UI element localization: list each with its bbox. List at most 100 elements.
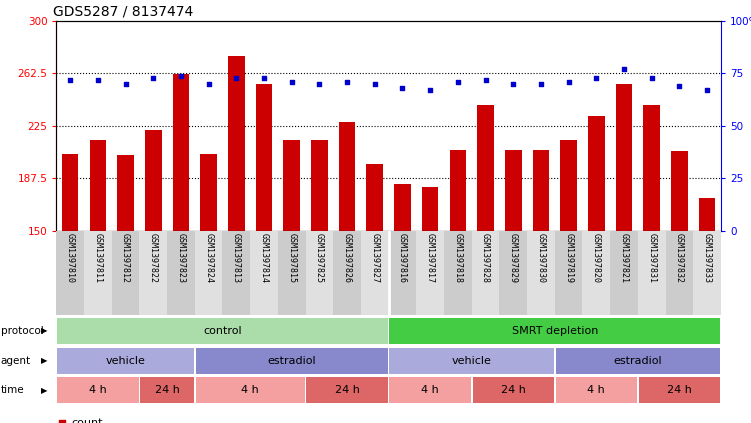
Point bbox=[64, 77, 76, 83]
Text: GSM1397814: GSM1397814 bbox=[260, 233, 269, 283]
Bar bbox=[389, 231, 416, 315]
Point bbox=[285, 79, 297, 85]
Bar bbox=[195, 231, 222, 315]
Bar bbox=[366, 164, 383, 231]
Bar bbox=[583, 231, 610, 315]
Text: ▶: ▶ bbox=[41, 386, 47, 395]
Bar bbox=[444, 231, 472, 315]
Text: GSM1397824: GSM1397824 bbox=[204, 233, 213, 283]
Bar bbox=[145, 130, 161, 231]
Text: time: time bbox=[1, 385, 24, 395]
Text: SMRT depletion: SMRT depletion bbox=[511, 326, 598, 336]
Bar bbox=[560, 140, 577, 231]
Bar bbox=[478, 105, 494, 231]
Bar bbox=[422, 187, 439, 231]
Point bbox=[618, 66, 630, 73]
Point bbox=[258, 74, 270, 81]
Bar bbox=[499, 231, 527, 315]
Bar bbox=[450, 150, 466, 231]
Text: estradiol: estradiol bbox=[267, 356, 316, 365]
Bar bbox=[112, 231, 140, 315]
Bar bbox=[698, 198, 716, 231]
Point bbox=[590, 74, 602, 81]
Bar bbox=[57, 377, 139, 403]
Text: 4 h: 4 h bbox=[587, 385, 605, 395]
Bar bbox=[390, 377, 471, 403]
Text: GSM1397829: GSM1397829 bbox=[508, 233, 517, 283]
Bar bbox=[339, 122, 355, 231]
Point bbox=[341, 79, 353, 85]
Text: GSM1397833: GSM1397833 bbox=[703, 233, 712, 283]
Point bbox=[562, 79, 575, 85]
Text: vehicle: vehicle bbox=[452, 356, 492, 365]
Text: count: count bbox=[71, 418, 102, 423]
Text: GSM1397817: GSM1397817 bbox=[426, 233, 435, 283]
Point bbox=[424, 87, 436, 93]
Bar bbox=[89, 140, 106, 231]
Text: GSM1397832: GSM1397832 bbox=[675, 233, 684, 283]
Text: GSM1397825: GSM1397825 bbox=[315, 233, 324, 283]
Bar bbox=[117, 155, 134, 231]
Point bbox=[452, 79, 464, 85]
Bar bbox=[195, 377, 305, 403]
Text: control: control bbox=[204, 326, 242, 336]
Bar bbox=[390, 318, 720, 344]
Bar bbox=[610, 231, 638, 315]
Bar bbox=[555, 231, 583, 315]
Text: GDS5287 / 8137474: GDS5287 / 8137474 bbox=[53, 5, 193, 19]
Point bbox=[56, 420, 68, 423]
Bar bbox=[665, 231, 693, 315]
Text: vehicle: vehicle bbox=[106, 356, 146, 365]
Text: GSM1397810: GSM1397810 bbox=[65, 233, 74, 283]
Text: GSM1397823: GSM1397823 bbox=[176, 233, 185, 283]
Text: 4 h: 4 h bbox=[241, 385, 259, 395]
Bar bbox=[62, 154, 79, 231]
Bar bbox=[57, 318, 388, 344]
Text: GSM1397828: GSM1397828 bbox=[481, 233, 490, 283]
Text: agent: agent bbox=[1, 356, 31, 365]
Bar bbox=[311, 140, 327, 231]
Point bbox=[313, 81, 325, 88]
Text: GSM1397822: GSM1397822 bbox=[149, 233, 158, 283]
Bar bbox=[173, 74, 189, 231]
Point bbox=[231, 74, 243, 81]
Bar bbox=[140, 377, 194, 403]
Bar bbox=[527, 231, 555, 315]
Bar bbox=[616, 84, 632, 231]
Text: ▶: ▶ bbox=[41, 327, 47, 335]
Point bbox=[480, 77, 492, 83]
Text: 24 h: 24 h bbox=[501, 385, 526, 395]
Text: estradiol: estradiol bbox=[614, 356, 662, 365]
Bar bbox=[283, 140, 300, 231]
Text: GSM1397815: GSM1397815 bbox=[287, 233, 296, 283]
Point bbox=[535, 81, 547, 88]
Text: 24 h: 24 h bbox=[335, 385, 360, 395]
Text: 24 h: 24 h bbox=[667, 385, 692, 395]
Text: GSM1397813: GSM1397813 bbox=[232, 233, 241, 283]
Text: 24 h: 24 h bbox=[155, 385, 179, 395]
Text: GSM1397811: GSM1397811 bbox=[93, 233, 102, 283]
Point bbox=[147, 74, 159, 81]
Point bbox=[507, 81, 519, 88]
Bar bbox=[532, 150, 549, 231]
Point bbox=[397, 85, 409, 91]
Bar bbox=[416, 231, 444, 315]
Bar bbox=[201, 154, 217, 231]
Text: GSM1397821: GSM1397821 bbox=[620, 233, 629, 283]
Point bbox=[701, 87, 713, 93]
Point bbox=[92, 77, 104, 83]
Bar bbox=[394, 184, 411, 231]
Bar bbox=[505, 150, 521, 231]
Point bbox=[674, 82, 686, 89]
Text: 4 h: 4 h bbox=[421, 385, 439, 395]
Text: ▶: ▶ bbox=[41, 356, 47, 365]
Text: GSM1397826: GSM1397826 bbox=[342, 233, 351, 283]
Bar bbox=[390, 348, 554, 374]
Bar bbox=[306, 231, 333, 315]
Bar bbox=[84, 231, 112, 315]
Bar bbox=[556, 377, 637, 403]
Bar bbox=[333, 231, 361, 315]
Bar bbox=[228, 56, 245, 231]
Bar bbox=[222, 231, 250, 315]
Text: protocol: protocol bbox=[1, 326, 44, 336]
